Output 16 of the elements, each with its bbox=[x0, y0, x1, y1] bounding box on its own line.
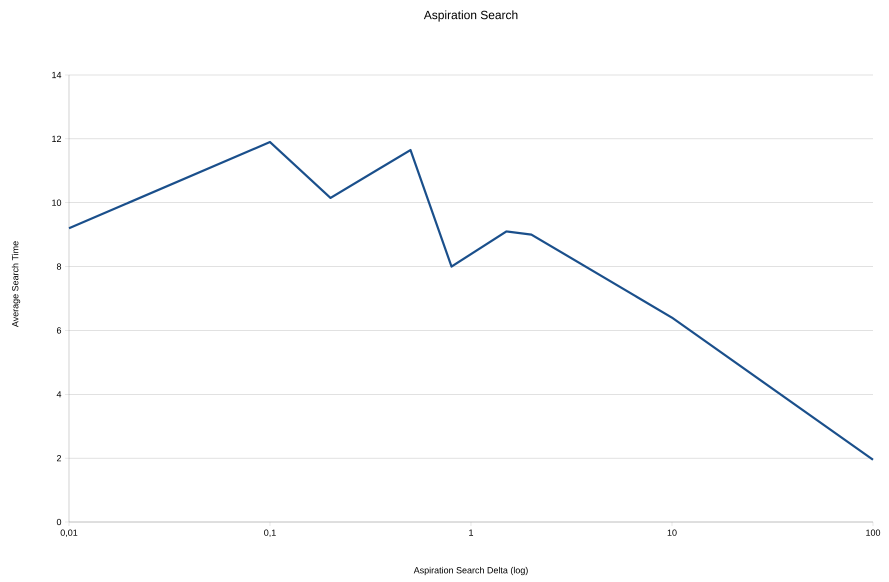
y-tick-label: 0 bbox=[56, 518, 62, 526]
x-tick-label: 0,01 bbox=[60, 530, 78, 537]
x-tick-label: 0,1 bbox=[264, 530, 276, 537]
y-tick-label: 12 bbox=[52, 136, 62, 142]
y-tick-label: 10 bbox=[52, 200, 62, 206]
x-tick-label: 100 bbox=[866, 530, 880, 536]
y-tick-label: 14 bbox=[52, 72, 62, 78]
x-tick-label: 10 bbox=[668, 530, 677, 536]
x-axis-title: Aspiration Search Delta (log) bbox=[414, 566, 528, 576]
y-tick-label: 2 bbox=[56, 455, 62, 462]
y-tick-label: 8 bbox=[56, 263, 62, 270]
y-tick-label: 6 bbox=[56, 327, 62, 334]
x-tick-label: 1 bbox=[469, 530, 474, 536]
y-tick-label: 4 bbox=[56, 391, 62, 398]
chart-title: Aspiration Search bbox=[424, 10, 518, 22]
y-axis-title: Average Search Time bbox=[12, 241, 20, 328]
